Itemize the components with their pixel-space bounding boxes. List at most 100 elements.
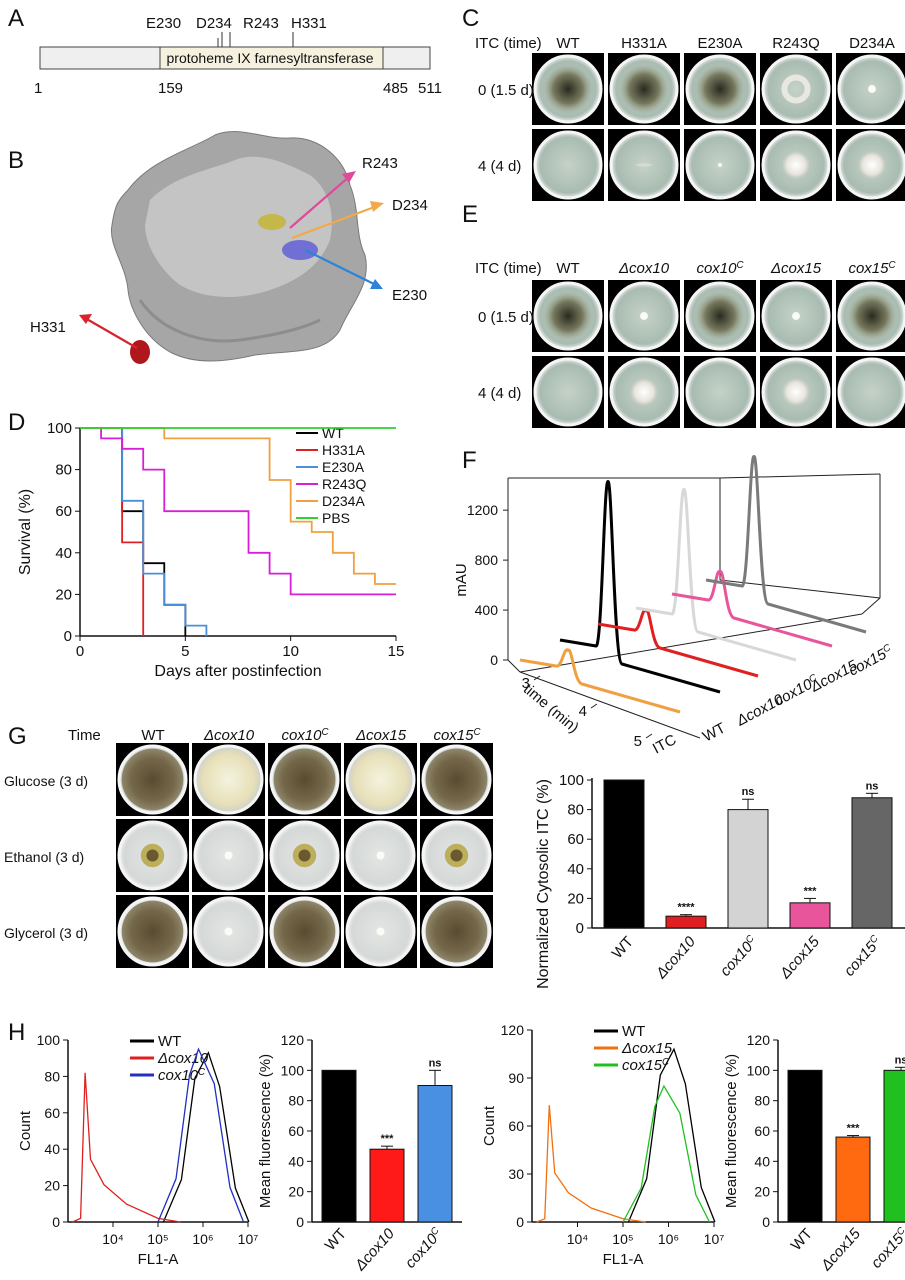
colony [695,291,745,341]
x-tick-label: 5 [634,733,642,750]
significance-label: ns [895,1054,905,1066]
label-h331: H331 [30,319,66,336]
legend-label: cox10C [158,1067,206,1085]
plate-c-dish [533,130,603,200]
plate-c-dish [533,54,603,124]
histogram-curve [72,1072,181,1223]
x-axis-label: Days after postinfection [154,663,321,680]
y-axis-label: Mean fluorescence (%) [257,1054,274,1208]
site-label-r243: R243 [243,15,279,32]
plate-c-dish [609,54,679,124]
y-tick-label: 100 [47,420,72,437]
colony [868,85,876,93]
plate-g-dish [421,820,492,891]
plate-g-dish [193,896,264,967]
label-r243: R243 [362,155,398,172]
plate-g-dish [117,820,188,891]
bar [369,1148,405,1223]
significance-label: ns [866,780,879,792]
significance-label: *** [381,1133,395,1145]
protein-surface-highlight [145,156,332,297]
plate-e-dish [533,357,603,427]
bar [851,797,893,929]
histogram-curve [627,1047,716,1223]
frame-line [719,579,881,599]
arrow-r243 [289,175,351,229]
colony [718,163,722,167]
y-tick-label: 0 [576,920,584,937]
x-tick-label: WT [609,933,637,962]
column-label-g: WT [141,727,164,744]
survival-chart: 0 5 10 15 0 20 40 60 80 100 Days after postinfecti… [17,420,404,680]
column-label-c: D234A [849,35,895,52]
y-tick-label: 80 [567,802,584,819]
plate-g-dish [193,820,264,891]
x-tick-label: Δcox10 [351,1225,398,1275]
y-tick-label: 60 [55,503,72,520]
y-tick-label: 80 [44,1068,60,1084]
plate-e-dish [761,357,831,427]
colony [695,64,745,114]
site-label-d234: D234 [196,15,232,32]
row-label-g: Ethanol (3 d) [4,849,84,865]
colony [781,74,811,104]
bar [603,779,645,929]
bar [787,1069,823,1223]
y-tick-label: 40 [567,861,584,878]
colony [376,851,385,860]
x-tick-label: WT [788,1225,816,1254]
y-tick-label: 80 [55,462,72,479]
row-label-e: 0 (1.5 d) [478,309,534,326]
y-tick-label: 20 [44,1178,60,1194]
row-label-c: 0 (1.5 d) [478,82,534,99]
x-tick-label: Δcox15 [776,933,823,983]
y-tick-label: 80 [754,1093,770,1109]
y-tick-label: 90 [508,1070,524,1086]
plate-g-dish [345,820,416,891]
column-label-g: cox10C [281,727,329,745]
colony-center [450,849,463,862]
column-label-g: Δcox10 [203,727,255,744]
plate-g-dish [269,896,340,967]
significance-label: **** [677,902,695,914]
y-tick-label: 20 [288,1184,304,1200]
histogram-curve [162,1051,250,1223]
plate-g-dish [117,896,188,967]
position-485: 485 [383,80,408,97]
y-axis-label: Mean fluorescence (%) [723,1054,740,1208]
legend-label: WT [622,1023,645,1040]
y-tick-label: 20 [567,890,584,907]
colony [782,378,810,406]
x-tick-label: WT [322,1225,350,1254]
x-tick [533,675,541,681]
y-tick-label: 40 [44,1141,60,1157]
y-tick-label: 120 [501,1022,525,1038]
e230-surface-patch [282,240,318,260]
colony [197,748,260,811]
y-tick-label: 100 [747,1062,771,1078]
significance-label: ns [742,786,755,798]
y-tick-label: 20 [754,1184,770,1200]
significance-label: ns [429,1057,442,1069]
plate-c-dish [761,54,831,124]
trace-0 [519,648,681,714]
plate-e-dish [837,281,905,351]
arrowhead-r243 [342,171,356,183]
plate-g-dish [193,744,264,815]
plate-c-dish [761,130,831,200]
x-tick-label: cox10C [401,1224,446,1271]
series-label: ITC [650,731,679,757]
y-tick-label: 100 [281,1062,305,1078]
colony [635,163,653,167]
bar [883,1069,905,1223]
ligand-site [258,214,286,230]
domain-diagram: protoheme IX farnesyltransferase E230 D2… [34,15,442,97]
significance-label: *** [804,885,818,897]
y-tick-label: 800 [475,552,499,568]
colony [782,151,810,179]
site-label-e230: E230 [146,15,181,32]
series-label: WT [700,720,729,746]
y-tick-label: 60 [508,1118,524,1134]
x-axis-label: time (min) [520,681,582,737]
